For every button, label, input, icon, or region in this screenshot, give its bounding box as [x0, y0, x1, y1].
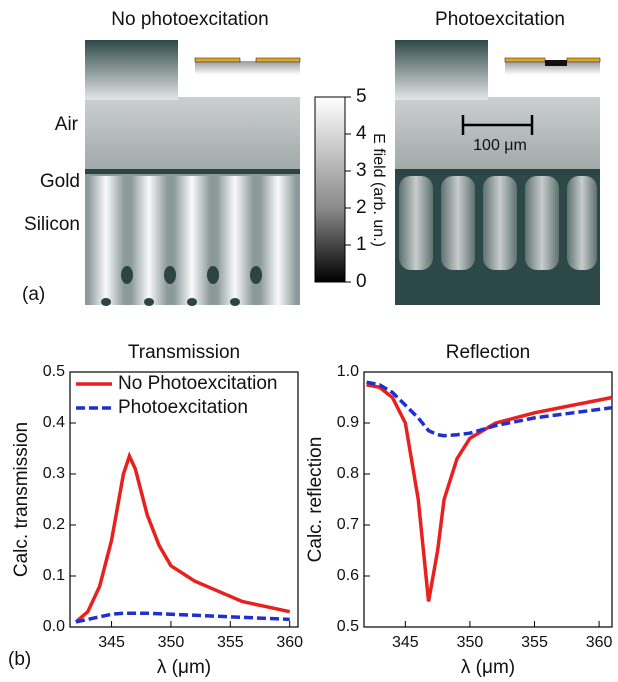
series-line [367, 382, 612, 436]
legend-label: No Photoexcitation [118, 373, 278, 394]
colorbar-tick-label: 3 [356, 160, 367, 181]
colorbar-label: E field (arb. un.) [370, 133, 387, 247]
y-tick-label: 0.2 [43, 516, 65, 533]
x-tick-label: 360 [276, 634, 303, 651]
x-axis-label: λ (μm) [157, 657, 211, 678]
x-tick-label: 355 [217, 634, 244, 651]
y-tick-label: 0.5 [337, 618, 359, 635]
panel-label: (b) [8, 649, 31, 670]
field-map-left [85, 40, 300, 306]
colorbar-tick-label: 1 [356, 234, 367, 255]
x-tick-label: 345 [392, 634, 419, 651]
chart-title: Transmission [128, 342, 240, 363]
series-line [367, 385, 612, 602]
series-line [76, 456, 290, 622]
region-label: Silicon [24, 214, 80, 235]
chart-title: Reflection [446, 342, 531, 363]
y-axis-label: Calc. reflection [305, 437, 326, 563]
y-tick-label: 0.8 [337, 465, 359, 482]
colorbar-tick-label: 0 [356, 271, 367, 292]
y-tick-label: 1.0 [337, 363, 359, 380]
y-tick-label: 0.3 [43, 465, 65, 482]
region-label: Gold [40, 171, 80, 192]
y-tick-label: 0.6 [337, 567, 359, 584]
plot-frame [364, 372, 612, 627]
colorbar-tick-label: 5 [356, 86, 367, 107]
x-axis-label: λ (μm) [461, 657, 515, 678]
y-tick-label: 0.4 [43, 414, 65, 431]
field-map-right [395, 40, 600, 305]
series-line [76, 613, 290, 622]
y-tick-label: 0.0 [43, 618, 65, 635]
y-tick-label: 0.9 [337, 414, 359, 431]
y-tick-label: 0.1 [43, 567, 65, 584]
colorbar [315, 97, 345, 282]
x-tick-label: 360 [586, 634, 613, 651]
map-title: No photoexcitation [111, 9, 268, 30]
y-tick-label: 0.5 [43, 363, 65, 380]
scale-bar-label: 100 μm [473, 137, 527, 154]
panel-label: (a) [22, 284, 45, 305]
map-title: Photoexcitation [435, 9, 565, 30]
x-tick-label: 350 [158, 634, 185, 651]
colorbar-tick-label: 2 [356, 197, 367, 218]
x-tick-label: 345 [98, 634, 125, 651]
colorbar-tick-label: 4 [356, 123, 367, 144]
region-label: Air [55, 114, 79, 135]
y-tick-label: 0.7 [337, 516, 359, 533]
y-axis-label: Calc. transmission [11, 422, 32, 577]
x-tick-label: 350 [457, 634, 484, 651]
figure: No photoexcitation Photoexcitation Air G… [0, 0, 618, 682]
legend-label: Photoexcitation [118, 397, 248, 418]
x-tick-label: 355 [521, 634, 548, 651]
